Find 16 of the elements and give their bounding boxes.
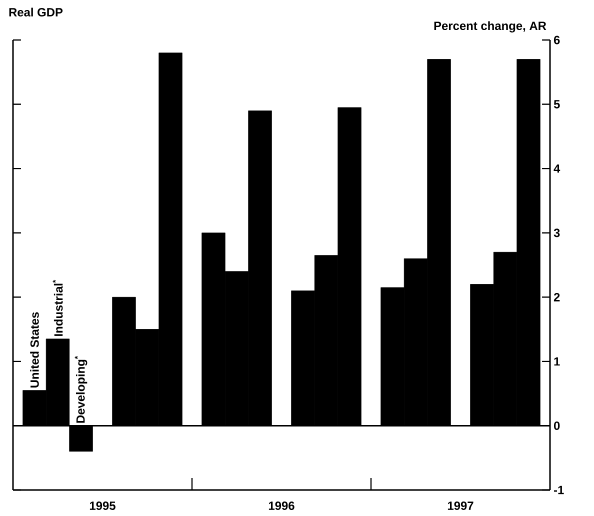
y-tick-label: 5	[554, 100, 560, 108]
y-tick-label: 1	[554, 357, 560, 366]
chart-title: Real GDP	[9, 8, 63, 16]
y-tick-label: 4	[554, 164, 560, 173]
x-tick-label: 1997	[448, 502, 474, 510]
x-tick-label: 1996	[268, 502, 294, 510]
y-axis-title: Percent change, AR	[434, 21, 546, 32]
y-tick-label: 0	[554, 421, 560, 430]
y-tick-label: 6	[554, 36, 560, 44]
text: Developing$^{*}$	[74, 356, 88, 423]
text: United States	[30, 312, 39, 388]
x-tick-label: 1995	[90, 502, 116, 510]
y-tick-label: 2	[554, 292, 560, 302]
y-tick-label: 3	[554, 228, 560, 238]
text: Industrial$^{*}$	[52, 280, 63, 336]
y-tick-label: -1	[554, 486, 564, 494]
